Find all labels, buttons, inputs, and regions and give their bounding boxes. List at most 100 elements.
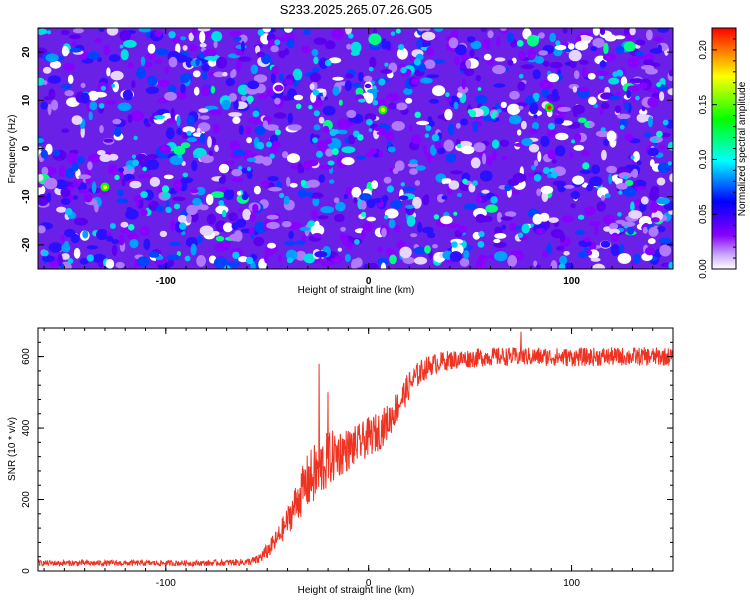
snr-xlabel: Height of straight line (km): [298, 585, 415, 596]
heatmap-cell: [594, 225, 599, 236]
heatmap-cell: [320, 206, 335, 214]
heatmap-cell: [579, 35, 593, 41]
heatmap-cell: [457, 86, 469, 94]
heatmap-cell: [517, 232, 524, 238]
heatmap-cell: [542, 167, 550, 174]
heatmap-cell: [253, 185, 261, 195]
snr-x-ticks: -100 0 100: [43, 328, 674, 589]
heatmap-cell: [223, 189, 234, 201]
heatmap-cell: [475, 213, 486, 223]
heatmap-cell: [54, 179, 68, 190]
heatmap-cell: [222, 222, 234, 233]
heatmap-cell: [142, 166, 147, 172]
heatmap-cell: [631, 168, 639, 178]
heatmap-cell: [368, 66, 374, 72]
heatmap-cell: [616, 182, 628, 190]
heatmap-cell: [584, 206, 596, 216]
heatmap-cell: [126, 232, 139, 240]
heatmap-cell: [458, 225, 468, 233]
heatmap-cell: [241, 95, 247, 102]
heatmap-cell: [182, 45, 188, 51]
heatmap-cell: [571, 139, 576, 144]
heatmap-cell: [267, 176, 279, 182]
heatmap-cell: [338, 99, 343, 106]
heatmap-cell: [615, 45, 625, 54]
heatmap-cell: [538, 50, 548, 56]
heatmap-cell: [424, 133, 430, 138]
heatmap-cell: [309, 83, 315, 90]
heatmap-cell: [456, 192, 463, 198]
heatmap-cell: [56, 206, 67, 213]
heatmap-cell: [344, 137, 349, 145]
heatmap-cell: [568, 49, 582, 62]
heatmap-cell: [297, 162, 303, 174]
heatmap-cell: [563, 251, 570, 256]
heatmap-cell: [554, 145, 566, 157]
heatmap-cell: [283, 79, 293, 85]
heatmap-cell: [186, 214, 192, 224]
heatmap-cell: [79, 258, 89, 265]
heatmap-cell: [368, 128, 373, 132]
heatmap-cell: [120, 49, 129, 61]
heatmap-cell: [390, 200, 403, 209]
heatmap-cell: [657, 28, 669, 33]
colorbar-ticks: 0.00 0.05 0.10 0.15 0.20: [698, 38, 736, 279]
heatmap-cell: [170, 108, 176, 120]
heatmap-cell: [176, 127, 183, 136]
heatmap-cell: [52, 149, 61, 157]
heatmap-cell: [518, 50, 526, 60]
heatmap-cell: [270, 72, 276, 84]
heatmap-cell: [636, 113, 648, 123]
heatmap-cell: [448, 180, 460, 190]
heatmap-cell: [100, 85, 106, 91]
heatmap-cell: [460, 118, 469, 126]
heatmap-cell: [42, 80, 48, 85]
heatmap-cell: [380, 262, 387, 269]
heatmap-cell: [182, 126, 196, 134]
heatmap-cell: [136, 67, 146, 79]
heatmap-cell: [71, 161, 79, 172]
heatmap-cell: [60, 234, 65, 243]
heatmap-x-ticks: -100 0 100: [43, 28, 674, 287]
heatmap-cell: [445, 152, 457, 163]
heatmap-cell: [392, 167, 399, 174]
heatmap-cell: [520, 64, 535, 70]
heatmap-cell: [43, 96, 52, 101]
heatmap-cell: [372, 28, 377, 35]
heatmap-cell: [485, 204, 499, 213]
heatmap-cell: [548, 217, 559, 224]
heatmap-cell: [507, 255, 518, 267]
heatmap-cell: [487, 30, 494, 39]
heatmap-cell: [144, 61, 153, 68]
heatmap-cell: [346, 43, 352, 50]
heatmap-cell: [559, 255, 568, 265]
heatmap-cell: [38, 138, 45, 144]
heatmap-cell: [208, 109, 223, 115]
heatmap-cell: [190, 188, 199, 194]
heatmap-cell: [247, 80, 260, 90]
heatmap-cell: [384, 208, 399, 219]
heatmap-cell: [286, 38, 295, 48]
heatmap-cell: [582, 162, 590, 170]
heatmap-cell: [177, 214, 188, 224]
heatmap-cell: [577, 251, 588, 258]
heatmap-cell: [500, 101, 507, 109]
heatmap-cell: [179, 73, 190, 84]
heatmap-cell: [591, 263, 606, 269]
heatmap-cell: [222, 71, 228, 77]
heatmap-cell: [122, 89, 134, 101]
heatmap-cell: [383, 176, 392, 184]
heatmap-cell: [257, 29, 265, 36]
heatmap-cell: [362, 221, 373, 233]
heatmap-cell: [504, 211, 517, 217]
heatmap-cell: [540, 135, 550, 147]
heatmap-cell: [623, 175, 629, 180]
heatmap-cell: [229, 140, 240, 152]
heatmap-cell: [196, 255, 207, 267]
heatmap-cell: [413, 58, 421, 66]
heatmap-cell: [445, 92, 450, 98]
heatmap-cell: [492, 150, 497, 161]
heatmap-cell: [161, 192, 171, 199]
heatmap-cell: [60, 29, 70, 36]
heatmap-cell: [577, 117, 587, 123]
